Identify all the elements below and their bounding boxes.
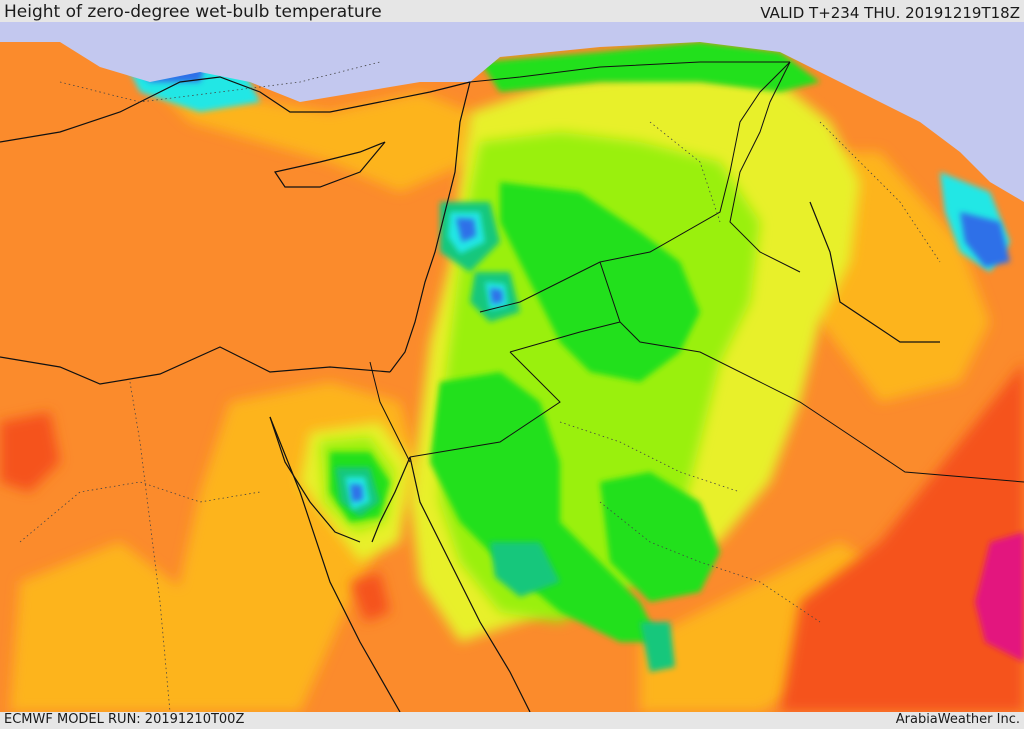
lavender-field bbox=[0, 22, 1024, 202]
green-turkey-coast bbox=[480, 42, 820, 92]
border-syria-iraq bbox=[479, 61, 791, 313]
valid-time: VALID T+234 THU. 20191219T18Z bbox=[760, 4, 1020, 22]
country-borders bbox=[369, 61, 1024, 483]
coast-levant bbox=[389, 81, 471, 373]
green-hejaz bbox=[600, 472, 720, 602]
admin-turkey bbox=[59, 61, 381, 103]
coast-persian-gulf bbox=[809, 201, 940, 343]
blue-sinai bbox=[350, 484, 363, 502]
internal-borders bbox=[19, 61, 941, 712]
brand-credit: ArabiaWeather Inc. bbox=[895, 712, 1020, 727]
green-syria-iraq bbox=[500, 182, 700, 382]
teal-south bbox=[640, 622, 675, 672]
coast-gulf-of-aqaba bbox=[371, 456, 411, 543]
border-jordan-saudi-south bbox=[409, 351, 561, 458]
border-egypt-libya bbox=[369, 361, 411, 463]
red-orange-red-sea bbox=[350, 572, 390, 622]
border-iraq-saudi bbox=[599, 261, 1024, 483]
admin-egypt bbox=[129, 381, 171, 712]
magenta-patch bbox=[975, 532, 1024, 662]
light-orange-anatolia bbox=[150, 82, 470, 192]
admin-saudi bbox=[599, 501, 821, 623]
admin-saudi-2 bbox=[559, 421, 741, 493]
footer-bar: ECMWF MODEL RUN: 20191210T00Z ArabiaWeat… bbox=[0, 712, 1024, 729]
border-turkey-syria bbox=[469, 61, 790, 83]
blue-lebanon bbox=[456, 218, 476, 242]
magenta-field bbox=[975, 532, 1024, 662]
weather-map bbox=[0, 22, 1024, 712]
blue-zagros bbox=[960, 212, 1010, 267]
coastlines bbox=[0, 76, 940, 712]
lavender-anatolia bbox=[0, 22, 1024, 202]
coast-egypt-north bbox=[0, 346, 391, 385]
header-bar: Height of zero-degree wet-bulb temperatu… bbox=[0, 0, 1024, 22]
coast-red-sea-west bbox=[269, 416, 401, 712]
coast-anatolia-south bbox=[0, 76, 471, 143]
border-jordan-saudi bbox=[509, 321, 621, 353]
blue-jordan bbox=[490, 288, 503, 304]
green-saudi-north bbox=[430, 372, 660, 642]
red-orange-west bbox=[0, 412, 60, 492]
red-orange-field bbox=[0, 362, 1024, 712]
light-orange-south-west bbox=[10, 542, 200, 712]
model-run: ECMWF MODEL RUN: 20191210T00Z bbox=[4, 712, 245, 727]
coast-gulf-of-suez bbox=[269, 416, 361, 543]
border-iraq-iran bbox=[729, 61, 801, 273]
teal-arabia bbox=[490, 542, 560, 597]
admin-iran bbox=[819, 121, 941, 263]
coast-red-sea-east bbox=[409, 456, 531, 712]
red-orange-arabia-se bbox=[780, 362, 1024, 712]
admin-iraq bbox=[649, 121, 721, 223]
map-title: Height of zero-degree wet-bulb temperatu… bbox=[4, 2, 382, 22]
cyprus bbox=[274, 141, 386, 188]
